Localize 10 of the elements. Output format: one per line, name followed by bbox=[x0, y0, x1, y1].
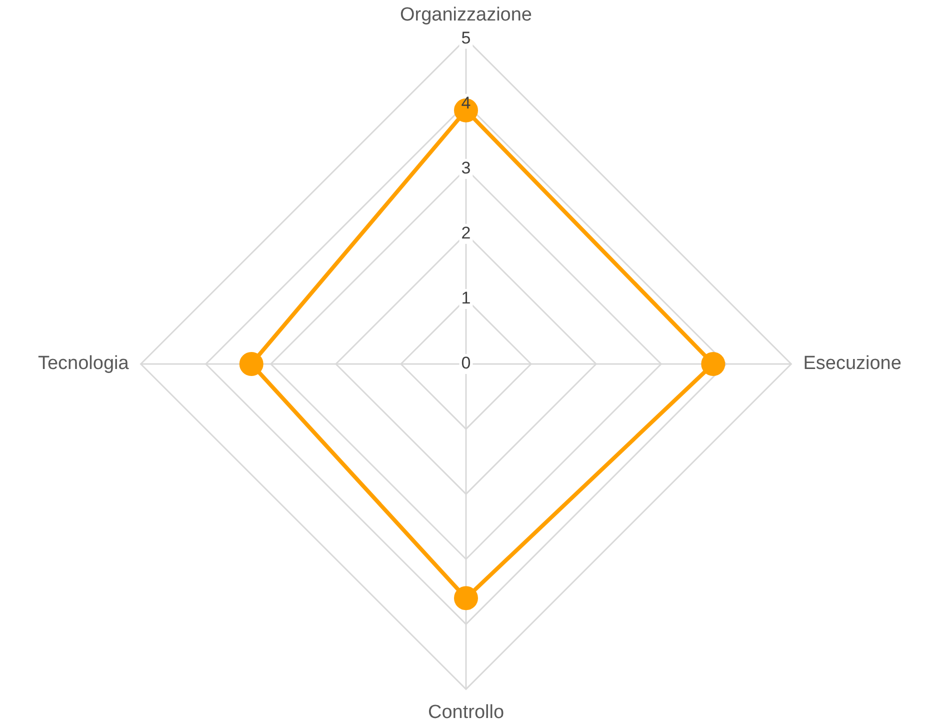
spoke-label: Organizzazione bbox=[400, 4, 532, 26]
spoke-label: Esecuzione bbox=[803, 353, 902, 374]
y-tick-label: 4 bbox=[461, 94, 471, 113]
y-tick-label: 1 bbox=[461, 288, 471, 308]
y-tick-label: 3 bbox=[461, 158, 471, 178]
y-tick-label: 0 bbox=[461, 354, 471, 373]
spoke-label: Tecnologia bbox=[38, 353, 130, 374]
y-tick-label: 2 bbox=[461, 224, 471, 243]
y-tick-label: 5 bbox=[461, 28, 471, 48]
spoke-label: Controllo bbox=[428, 702, 504, 723]
